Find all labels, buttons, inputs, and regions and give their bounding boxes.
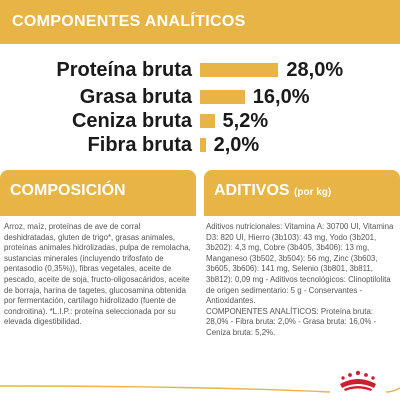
analysis-bar bbox=[200, 114, 215, 128]
additives-title-text: ADITIVOS bbox=[214, 182, 290, 199]
analysis-bar bbox=[200, 138, 206, 152]
analysis-value: 5,2% bbox=[222, 110, 269, 132]
analysis-value: 28,0% bbox=[286, 59, 344, 81]
composition-header: COMPOSICIÓN bbox=[0, 170, 196, 216]
analysis-row-ash: Ceniza bruta 5,2% bbox=[0, 107, 400, 135]
analysis-bar bbox=[200, 63, 279, 77]
footer-swoosh bbox=[0, 385, 400, 393]
analysis-row-protein: Proteína bruta 28,0% bbox=[0, 56, 400, 84]
analysis-banner: COMPONENTES ANALÍTICOS bbox=[0, 0, 400, 44]
analysis-label: Ceniza bruta bbox=[71, 110, 192, 132]
analysis-bar bbox=[200, 90, 245, 104]
analysis-value: 16,0% bbox=[252, 86, 310, 108]
royal-canin-crown-icon bbox=[340, 370, 376, 391]
composition-title: COMPOSICIÓN bbox=[10, 182, 126, 199]
analysis-row-fiber: Fibra bruta 2,0% bbox=[0, 131, 400, 159]
analysis-value: 2,0% bbox=[213, 134, 260, 156]
analysis-label: Proteína bruta bbox=[56, 59, 192, 81]
analysis-row-fat: Grasa bruta 16,0% bbox=[0, 83, 400, 111]
additives-text: Aditivos nutricionales: Vitamina A: 3070… bbox=[206, 222, 394, 337]
composition-text: Arroz, maíz, proteínas de ave de corral … bbox=[4, 222, 191, 327]
analysis-label: Grasa bruta bbox=[79, 86, 192, 108]
additives-unit: (por kg) bbox=[294, 187, 332, 198]
analysis-label: Fibra bruta bbox=[87, 134, 192, 156]
additives-title: ADITIVOS (por kg) bbox=[214, 182, 331, 200]
additives-header: ADITIVOS (por kg) bbox=[204, 170, 400, 216]
banner-title: COMPONENTES ANALÍTICOS bbox=[12, 13, 246, 30]
